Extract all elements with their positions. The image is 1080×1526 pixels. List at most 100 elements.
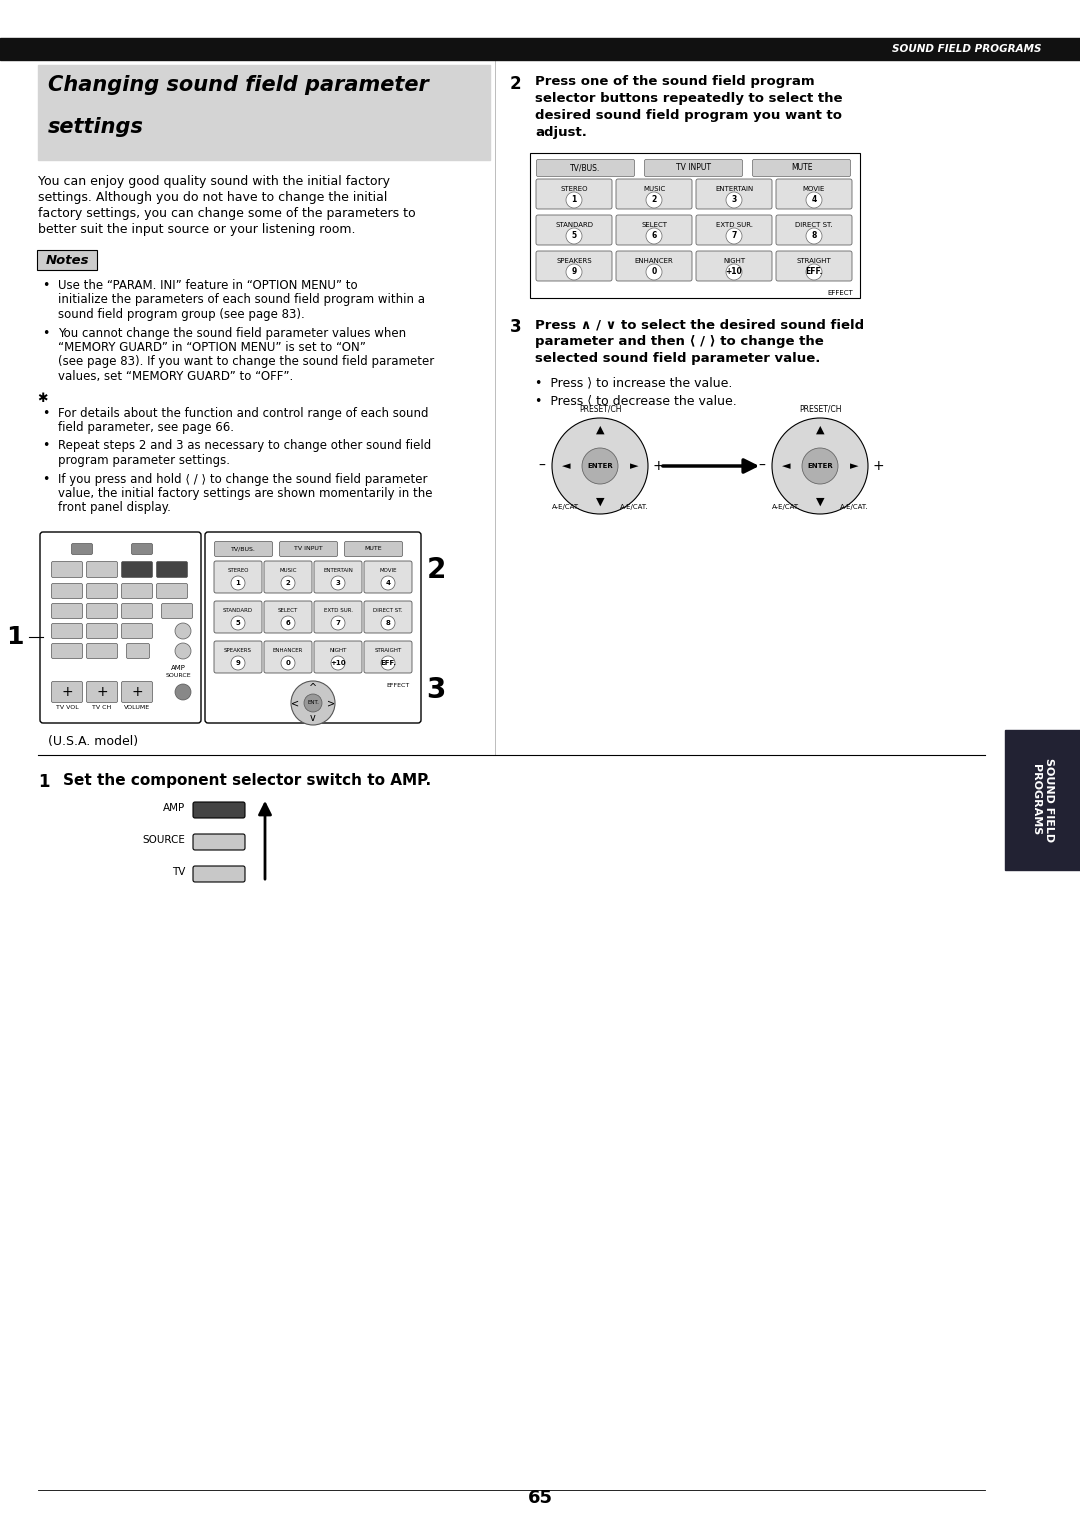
Text: value, the initial factory settings are shown momentarily in the: value, the initial factory settings are … (58, 487, 432, 501)
FancyBboxPatch shape (314, 601, 362, 633)
FancyBboxPatch shape (616, 215, 692, 246)
Text: 1: 1 (6, 624, 24, 649)
Circle shape (646, 192, 662, 208)
Text: +: + (62, 685, 72, 699)
Text: NIGHT: NIGHT (723, 258, 745, 264)
Circle shape (381, 575, 395, 591)
Text: If you press and hold ⟨ / ⟩ to change the sound field parameter: If you press and hold ⟨ / ⟩ to change th… (58, 473, 428, 485)
Text: MOVIE: MOVIE (802, 186, 825, 192)
Text: 2: 2 (510, 75, 522, 93)
FancyBboxPatch shape (162, 603, 192, 618)
Text: SPEAKERS: SPEAKERS (556, 258, 592, 264)
Text: initialize the parameters of each sound field program within a: initialize the parameters of each sound … (58, 293, 426, 307)
Circle shape (281, 656, 295, 670)
Text: Use the “PARAM. INI” feature in “OPTION MENU” to: Use the “PARAM. INI” feature in “OPTION … (58, 279, 357, 291)
Text: desired sound field program you want to: desired sound field program you want to (535, 108, 842, 122)
Text: 9: 9 (571, 267, 577, 276)
Circle shape (566, 192, 582, 208)
FancyBboxPatch shape (536, 215, 612, 246)
Text: STRAIGHT: STRAIGHT (797, 258, 832, 264)
Text: STANDARD: STANDARD (555, 221, 593, 227)
Text: TV INPUT: TV INPUT (676, 163, 711, 172)
Text: v: v (310, 713, 315, 723)
Circle shape (303, 694, 322, 713)
Text: –: – (758, 459, 766, 473)
FancyBboxPatch shape (314, 641, 362, 673)
Text: STANDARD: STANDARD (222, 609, 253, 613)
FancyBboxPatch shape (280, 542, 337, 557)
Text: A-E/CAT.: A-E/CAT. (772, 504, 800, 510)
Text: SELECT: SELECT (642, 221, 667, 227)
Text: 6: 6 (285, 620, 291, 626)
FancyBboxPatch shape (121, 562, 152, 577)
Text: TV/BUS.: TV/BUS. (570, 163, 600, 172)
FancyBboxPatch shape (86, 644, 118, 659)
Circle shape (291, 681, 335, 725)
FancyBboxPatch shape (121, 603, 152, 618)
FancyBboxPatch shape (121, 682, 152, 702)
Text: ▲: ▲ (596, 426, 604, 435)
FancyBboxPatch shape (37, 250, 97, 270)
Text: +10: +10 (726, 267, 742, 276)
Text: program parameter settings.: program parameter settings. (58, 455, 230, 467)
Text: MUSIC: MUSIC (643, 186, 665, 192)
Text: ▼: ▼ (596, 497, 604, 507)
Text: 0: 0 (651, 267, 657, 276)
Text: Set the component selector switch to AMP.: Set the component selector switch to AMP… (63, 774, 431, 787)
Text: ENT.: ENT. (307, 700, 319, 705)
Text: NIGHT: NIGHT (329, 649, 347, 653)
Text: PRESET/CH: PRESET/CH (579, 404, 621, 414)
Circle shape (231, 656, 245, 670)
FancyBboxPatch shape (364, 641, 411, 673)
Circle shape (806, 227, 822, 244)
FancyBboxPatch shape (86, 682, 118, 702)
Text: STEREO: STEREO (561, 186, 588, 192)
FancyBboxPatch shape (193, 835, 245, 850)
Text: Press ∧ / ∨ to select the desired sound field: Press ∧ / ∨ to select the desired sound … (535, 317, 864, 331)
Text: ENTER: ENTER (807, 462, 833, 468)
Text: A-E/CAT.: A-E/CAT. (552, 504, 580, 510)
Text: 4: 4 (811, 195, 816, 204)
Text: parameter and then ⟨ / ⟩ to change the: parameter and then ⟨ / ⟩ to change the (535, 336, 824, 348)
Circle shape (646, 264, 662, 279)
Text: 4: 4 (386, 580, 391, 586)
Text: ENTERTAIN: ENTERTAIN (715, 186, 753, 192)
Circle shape (381, 656, 395, 670)
Circle shape (231, 617, 245, 630)
Text: ►: ► (630, 461, 638, 472)
Text: +: + (873, 459, 883, 473)
Text: SOUND FIELD
PROGRAMS: SOUND FIELD PROGRAMS (1031, 758, 1054, 842)
Text: 0: 0 (285, 661, 291, 665)
Text: factory settings, you can change some of the parameters to: factory settings, you can change some of… (38, 208, 416, 220)
FancyBboxPatch shape (696, 215, 772, 246)
FancyBboxPatch shape (345, 542, 403, 557)
Text: SPEAKERS: SPEAKERS (224, 649, 252, 653)
Text: settings. Although you do not have to change the initial: settings. Although you do not have to ch… (38, 191, 388, 204)
Text: MOVIE: MOVIE (379, 569, 396, 574)
Text: EFF.: EFF. (806, 267, 823, 276)
FancyBboxPatch shape (121, 624, 152, 638)
Text: ◄: ◄ (562, 461, 570, 472)
Text: ENTERTAIN: ENTERTAIN (323, 569, 353, 574)
Text: selector buttons repeatedly to select the: selector buttons repeatedly to select th… (535, 92, 842, 105)
Circle shape (566, 264, 582, 279)
FancyBboxPatch shape (214, 601, 262, 633)
Text: 1: 1 (571, 195, 577, 204)
Circle shape (281, 575, 295, 591)
Text: MUSIC: MUSIC (280, 569, 297, 574)
FancyBboxPatch shape (52, 682, 82, 702)
Text: ^: ^ (309, 684, 318, 693)
Text: 65: 65 (527, 1489, 553, 1508)
Text: •: • (42, 327, 50, 339)
Text: +: + (96, 685, 108, 699)
Text: •: • (42, 279, 50, 291)
Text: 5: 5 (235, 620, 241, 626)
Text: ✱: ✱ (37, 392, 48, 404)
Text: AMP: AMP (171, 665, 186, 671)
Circle shape (582, 449, 618, 484)
Circle shape (552, 418, 648, 514)
Circle shape (726, 192, 742, 208)
Text: EFFECT: EFFECT (827, 290, 853, 296)
FancyBboxPatch shape (126, 644, 149, 659)
Text: •: • (42, 473, 50, 485)
